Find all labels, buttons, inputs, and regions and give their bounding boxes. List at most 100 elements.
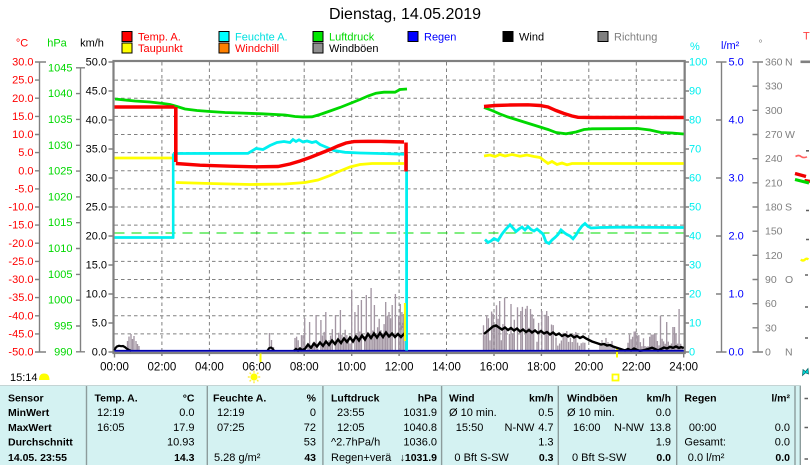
svg-text:12:00: 12:00 [385, 362, 414, 374]
svg-text:1030: 1030 [48, 140, 72, 152]
svg-text:Taupunkt: Taupunkt [138, 43, 183, 55]
svg-text:16:00: 16:00 [573, 422, 601, 434]
svg-text:W: W [785, 129, 795, 141]
svg-text:240: 240 [765, 153, 783, 165]
svg-text:MinWert: MinWert [8, 407, 50, 419]
svg-text:0: 0 [765, 347, 771, 359]
svg-text:990: 990 [54, 346, 72, 358]
svg-text:1045: 1045 [48, 62, 72, 74]
svg-text:0: 0 [689, 347, 695, 359]
svg-text:-20.0: -20.0 [8, 238, 33, 250]
svg-text:1015: 1015 [48, 217, 72, 229]
svg-text:Richtung: Richtung [614, 32, 657, 44]
svg-text:25.0: 25.0 [12, 75, 33, 87]
svg-text:0.0 l/m²: 0.0 l/m² [688, 452, 725, 464]
svg-text:10.93: 10.93 [167, 436, 195, 448]
svg-text:0.0: 0.0 [92, 347, 107, 359]
svg-text:40: 40 [689, 231, 701, 243]
svg-text:0 Bft S-SW: 0 Bft S-SW [572, 452, 627, 464]
svg-text:60: 60 [689, 173, 701, 185]
svg-text:1036.0: 1036.0 [403, 436, 437, 448]
svg-text:-45.0: -45.0 [8, 328, 33, 340]
svg-text:0.0: 0.0 [179, 407, 194, 419]
svg-text:Durchschnitt: Durchschnitt [8, 436, 73, 448]
svg-text:16:00: 16:00 [480, 362, 509, 374]
svg-text:1.9: 1.9 [656, 436, 671, 448]
svg-text:^2.7hPa/h: ^2.7hPa/h [331, 436, 380, 448]
svg-text:0.0: 0.0 [656, 407, 671, 419]
svg-text:Ø 10 min.: Ø 10 min. [449, 407, 497, 419]
svg-text:%: % [307, 393, 317, 405]
svg-text:23:55: 23:55 [337, 407, 365, 419]
svg-text:0.3: 0.3 [539, 452, 554, 464]
svg-text:-5.0: -5.0 [15, 183, 34, 195]
svg-text:20.0: 20.0 [12, 93, 33, 105]
svg-text:MaxWert: MaxWert [8, 422, 52, 434]
svg-text:25.0: 25.0 [86, 202, 107, 214]
svg-text:5.0: 5.0 [92, 318, 107, 330]
svg-text:km/h: km/h [80, 38, 104, 50]
svg-text:1040.8: 1040.8 [403, 422, 437, 434]
svg-text:-25.0: -25.0 [8, 256, 33, 268]
svg-text:0: 0 [310, 407, 316, 419]
svg-text:1.0: 1.0 [729, 289, 744, 301]
svg-text:330: 330 [765, 81, 783, 93]
svg-text:24:00: 24:00 [669, 362, 698, 374]
svg-text:1031.9: 1031.9 [403, 407, 437, 419]
svg-text:50.0: 50.0 [86, 57, 107, 69]
svg-text:0.0: 0.0 [775, 436, 790, 448]
svg-text:16:05: 16:05 [97, 422, 125, 434]
svg-text:3.0: 3.0 [729, 173, 744, 185]
svg-text:l/m²: l/m² [721, 40, 740, 52]
svg-text:hPa: hPa [418, 393, 437, 405]
svg-text:5.0: 5.0 [729, 57, 744, 69]
svg-text:72: 72 [304, 422, 316, 434]
svg-text:Dienstag, 14.05.2019: Dienstag, 14.05.2019 [329, 6, 481, 23]
svg-text:14:00: 14:00 [432, 362, 461, 374]
svg-text:l/m²: l/m² [771, 393, 790, 405]
svg-text:Sensor: Sensor [8, 393, 44, 405]
svg-text:↓1031.9: ↓1031.9 [400, 452, 438, 464]
svg-text:90: 90 [689, 86, 701, 98]
svg-text:°: ° [759, 39, 763, 50]
svg-text:35.0: 35.0 [86, 144, 107, 156]
svg-text:210: 210 [765, 177, 783, 189]
svg-text:5.28 g/m²: 5.28 g/m² [214, 452, 261, 464]
svg-text:N: N [785, 57, 793, 69]
svg-text:0.0: 0.0 [18, 165, 33, 177]
svg-text:O: O [785, 274, 793, 286]
svg-text:Wind: Wind [449, 393, 475, 405]
svg-text:30: 30 [765, 322, 777, 334]
svg-text:%: % [690, 41, 700, 53]
svg-text:Luftdruck: Luftdruck [329, 32, 375, 44]
svg-text:06:00: 06:00 [242, 362, 271, 374]
svg-text:km/h: km/h [646, 393, 671, 405]
svg-text:Wind: Wind [519, 32, 544, 44]
svg-text:1035: 1035 [48, 114, 72, 126]
svg-text:15.0: 15.0 [86, 260, 107, 272]
svg-text:Regen+verä: Regen+verä [331, 452, 392, 464]
svg-text:360: 360 [765, 57, 783, 69]
svg-text:N-NW: N-NW [505, 422, 536, 434]
svg-text:2.0: 2.0 [729, 231, 744, 243]
svg-text:Luftdruck: Luftdruck [331, 393, 380, 405]
svg-text:120: 120 [765, 250, 783, 262]
svg-text:-10.0: -10.0 [8, 202, 33, 214]
svg-text:300: 300 [765, 105, 783, 117]
svg-text:Regen: Regen [424, 32, 456, 44]
svg-text:Windchill: Windchill [235, 43, 279, 55]
svg-text:0.0: 0.0 [775, 452, 790, 464]
svg-text:0.0: 0.0 [729, 347, 744, 359]
svg-text:1010: 1010 [48, 243, 72, 255]
svg-text:00:00: 00:00 [689, 422, 717, 434]
svg-text:1000: 1000 [48, 295, 72, 307]
svg-text:Windböen: Windböen [329, 43, 379, 55]
svg-text:-50.0: -50.0 [8, 347, 33, 359]
svg-text:12:19: 12:19 [97, 407, 125, 419]
svg-text:10:00: 10:00 [337, 362, 366, 374]
svg-text:1.3: 1.3 [538, 436, 553, 448]
svg-text:14.05. 23:55: 14.05. 23:55 [8, 452, 67, 464]
svg-text:07:25: 07:25 [217, 422, 245, 434]
svg-text:45.0: 45.0 [86, 86, 107, 98]
svg-text:°C: °C [16, 38, 28, 50]
